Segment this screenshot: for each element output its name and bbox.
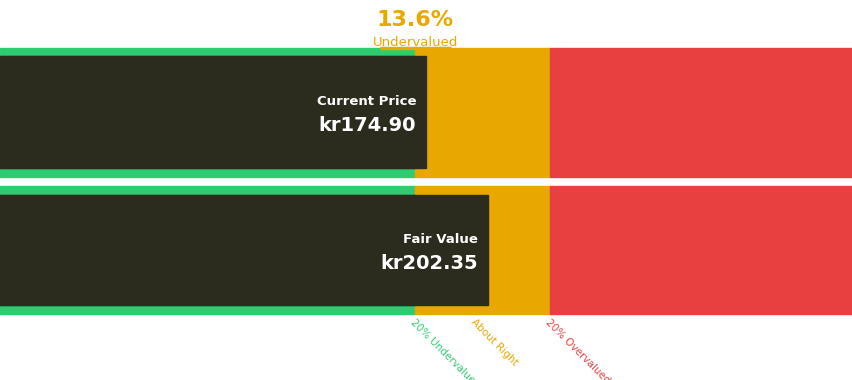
- Bar: [0, 195, 487, 305]
- Bar: [415, 48, 550, 177]
- Text: 13.6%: 13.6%: [377, 10, 453, 30]
- Text: Undervalued: Undervalued: [372, 36, 458, 49]
- Bar: [0, 56, 426, 168]
- Text: 20% Undervalued: 20% Undervalued: [408, 317, 481, 380]
- Bar: [415, 186, 550, 314]
- Text: kr202.35: kr202.35: [380, 254, 477, 273]
- Bar: [0, 56, 415, 168]
- Bar: [550, 186, 852, 314]
- Bar: [550, 48, 852, 177]
- Text: About Right: About Right: [469, 317, 519, 368]
- Text: kr174.90: kr174.90: [319, 116, 416, 135]
- Text: Fair Value: Fair Value: [402, 233, 477, 246]
- Text: 20% Overvalued: 20% Overvalued: [543, 317, 611, 380]
- Text: Current Price: Current Price: [316, 95, 416, 108]
- Bar: [0, 186, 415, 314]
- Bar: [0, 195, 415, 305]
- Bar: [0, 48, 415, 177]
